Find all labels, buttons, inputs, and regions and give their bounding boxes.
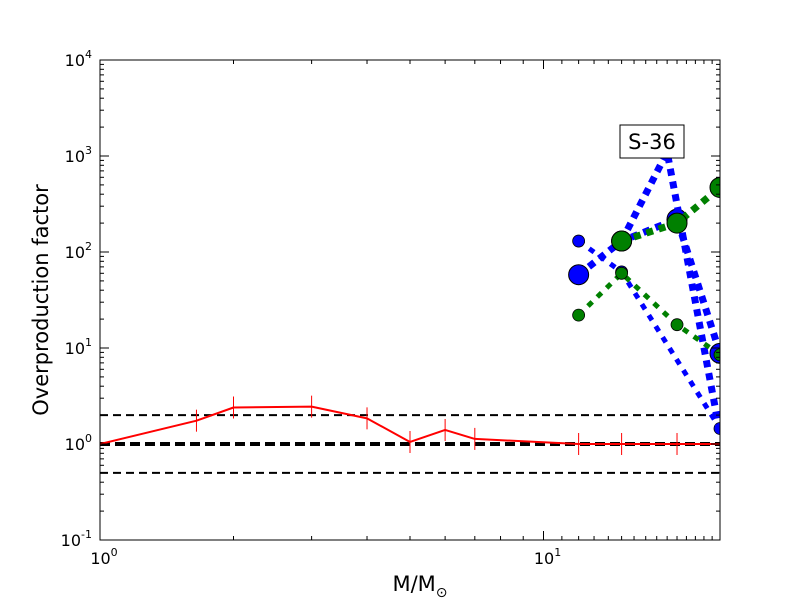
y-tick-label-1: 100 [65,432,92,454]
series-line-4 [576,270,720,357]
y-tick-label-3-exp: 2 [85,240,92,253]
x-tick-label-0-exp: 0 [111,546,118,559]
y-tick-label-0-exp: -1 [81,528,92,541]
y-tick-label-4-base: 10 [65,147,85,166]
series-1-point-0 [572,234,586,248]
series-4-point-0 [572,308,586,322]
series-4-point-2 [670,318,684,332]
series-line-1 [577,239,720,430]
series-4-point-1 [615,266,629,280]
x-axis-label: M/M⊙ [392,572,447,600]
y-tick-label-1-exp: 0 [85,432,92,445]
x-tick-label-1-exp: 1 [554,546,561,559]
y-tick-label-0-base: 10 [61,531,81,550]
series-line-3 [618,148,720,434]
x-tick-label-0-base: 10 [90,549,110,568]
series-5-point-2 [709,176,720,198]
y-tick-label-5-exp: 4 [85,48,92,61]
annotation-label: S-36 [628,130,676,154]
x-axis-label-sub: ⊙ [436,585,448,600]
series-line-2 [576,215,720,355]
annotation-box [619,124,685,159]
y-tick-label-4: 103 [65,144,92,166]
annotation: S-36 [619,124,685,159]
y-tick-label-5-base: 10 [65,51,85,70]
y-tick-label-5: 104 [65,48,92,70]
series-layer [100,148,720,455]
series-5-point-0 [611,230,633,252]
y-tick-label-2-base: 10 [65,339,85,358]
x-tick-label-0: 100 [90,546,117,568]
series-5-point-1 [666,212,688,234]
y-tick-label-2: 101 [65,336,92,358]
series-line-0 [100,405,720,445]
y-tick-label-3-base: 10 [65,243,85,262]
y-tick-label-1-base: 10 [65,435,85,454]
x-axis-label-main: M/M [392,572,435,596]
y-axis-label: Overproduction factor [29,184,53,416]
y-tick-label-4-exp: 3 [85,144,92,157]
x-tick-label-1-base: 10 [534,549,554,568]
y-tick-label-3: 102 [65,240,92,262]
y-tick-label-2-exp: 1 [85,336,92,349]
y-tick-label-0: 10-1 [61,528,92,550]
x-tick-label-1: 101 [534,546,561,568]
series-2-point-0 [568,264,590,286]
